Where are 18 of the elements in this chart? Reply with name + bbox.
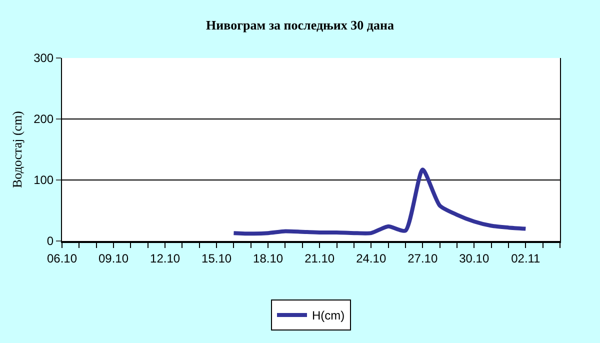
y-tick-label: 200 — [34, 112, 54, 126]
x-tick-label: 02.11 — [511, 251, 541, 266]
y-tick-label: 300 — [34, 51, 54, 66]
x-tick-label: 27.10 — [408, 251, 438, 266]
y-axis-title: Водостај (cm) — [10, 110, 25, 188]
x-tick-label: 30.10 — [459, 251, 490, 266]
x-tick-label: 06.10 — [46, 251, 78, 266]
y-tick-label: 0 — [46, 234, 54, 248]
x-tick-label: 12.10 — [150, 251, 180, 266]
chart-title: Нивограм за последњих 30 дана — [206, 18, 394, 33]
x-tick-label: 24.10 — [356, 251, 386, 266]
x-tick-label: 09.10 — [98, 251, 129, 266]
legend-label: H(cm) — [312, 308, 345, 323]
x-tick-label: 15.10 — [202, 251, 232, 266]
line-series — [232, 168, 528, 236]
y-tick-label: 100 — [34, 173, 54, 188]
x-tick-label: 18.10 — [253, 251, 284, 266]
x-tick-label: 21.10 — [304, 251, 335, 266]
